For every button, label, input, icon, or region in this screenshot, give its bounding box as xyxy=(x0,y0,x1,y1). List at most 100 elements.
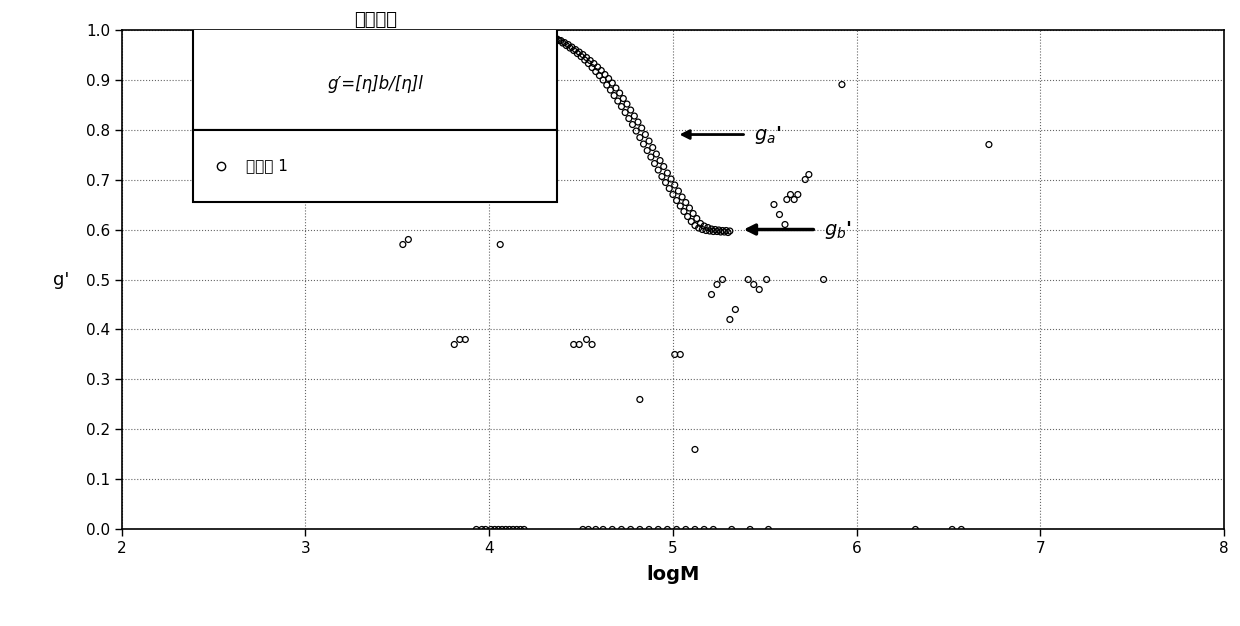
X-axis label: logM: logM xyxy=(646,565,699,583)
Point xyxy=(645,158,665,168)
Point xyxy=(593,525,613,535)
Point xyxy=(722,525,742,535)
Point xyxy=(573,49,593,59)
Point xyxy=(622,120,642,130)
Point xyxy=(608,96,627,106)
Point xyxy=(713,225,733,235)
Point xyxy=(676,525,696,535)
Point xyxy=(534,29,554,39)
Point xyxy=(503,525,523,535)
Point xyxy=(536,29,556,39)
Point xyxy=(489,39,508,49)
Point xyxy=(585,525,605,535)
Point xyxy=(560,43,580,53)
Point xyxy=(577,53,596,63)
Point xyxy=(630,133,650,143)
Point xyxy=(707,227,727,237)
Text: 实施例 1: 实施例 1 xyxy=(247,158,288,173)
Point xyxy=(787,190,807,200)
Point xyxy=(671,349,691,359)
Point xyxy=(398,235,418,245)
Point xyxy=(589,71,609,81)
Point xyxy=(618,99,637,109)
Point xyxy=(667,525,687,535)
Point xyxy=(553,38,573,48)
Point xyxy=(678,212,698,222)
Point xyxy=(756,274,776,284)
Point xyxy=(520,26,539,36)
Point xyxy=(759,525,779,535)
Point xyxy=(671,201,691,211)
Point xyxy=(584,59,604,69)
Point xyxy=(538,31,558,41)
Point xyxy=(610,88,630,98)
Point xyxy=(630,525,650,535)
Point xyxy=(777,195,797,205)
Point xyxy=(684,444,704,454)
Point xyxy=(795,175,815,185)
Point xyxy=(549,36,569,46)
Text: g′=[η]b/[η]l: g′=[η]b/[η]l xyxy=(327,74,423,93)
Point xyxy=(905,525,925,535)
Point xyxy=(564,339,584,349)
Point xyxy=(680,203,699,213)
Point xyxy=(466,525,486,535)
Point xyxy=(694,221,714,231)
Point xyxy=(582,339,601,349)
Point xyxy=(764,200,784,210)
Point xyxy=(639,136,658,146)
Point xyxy=(621,105,641,115)
Point xyxy=(543,33,563,43)
Point xyxy=(725,304,745,314)
Point xyxy=(665,180,684,190)
Point xyxy=(515,24,534,34)
Point xyxy=(611,525,631,535)
Point xyxy=(635,130,655,140)
Point xyxy=(611,101,631,111)
Point xyxy=(523,26,543,36)
Point xyxy=(554,38,574,48)
Point xyxy=(551,36,570,46)
Point xyxy=(832,80,852,90)
Point xyxy=(656,178,676,188)
Point xyxy=(527,28,547,38)
Point xyxy=(500,525,520,535)
Point xyxy=(565,44,585,54)
Point xyxy=(706,225,725,235)
Point xyxy=(780,190,800,200)
Point xyxy=(703,525,723,535)
Point xyxy=(496,34,516,44)
Point xyxy=(702,289,722,299)
Point xyxy=(696,225,715,235)
Point xyxy=(603,525,622,535)
Point xyxy=(562,42,582,52)
Point xyxy=(511,24,531,34)
Point xyxy=(599,73,619,83)
Point xyxy=(450,334,470,344)
Point xyxy=(580,56,600,66)
Point xyxy=(980,140,999,150)
Point xyxy=(657,525,677,535)
Point xyxy=(692,225,712,235)
Point xyxy=(568,49,588,59)
Point xyxy=(577,334,596,344)
Point xyxy=(614,93,634,103)
Point xyxy=(652,172,672,182)
Point xyxy=(542,33,562,43)
Point xyxy=(564,46,584,56)
Point xyxy=(649,525,668,535)
Point xyxy=(444,339,464,349)
Point xyxy=(606,83,626,93)
Point xyxy=(516,26,536,36)
Point xyxy=(718,227,738,237)
Point xyxy=(588,62,608,72)
Point xyxy=(740,525,760,535)
Point xyxy=(699,226,719,236)
Point xyxy=(951,525,971,535)
Point xyxy=(738,274,758,284)
Point xyxy=(503,29,523,39)
Point xyxy=(691,218,711,228)
Point xyxy=(634,139,653,149)
Point xyxy=(672,192,692,202)
Point xyxy=(579,525,599,535)
